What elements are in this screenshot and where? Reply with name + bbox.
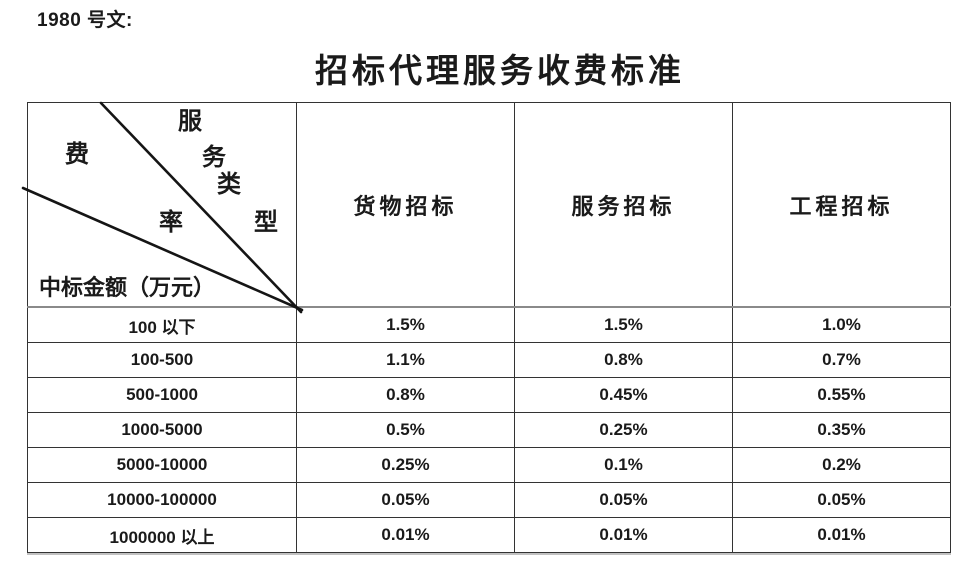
table-row: 500-1000 0.8% 0.45% 0.55% [27, 377, 951, 413]
rate-cell-engineering: 1.0% [732, 306, 951, 343]
rate-cell-services: 1.5% [514, 306, 733, 343]
amount-range-cell: 5000-10000 [27, 447, 297, 483]
fee-table-body: 100 以下 1.5% 1.5% 1.0% 100-500 1.1% 0.8% 0.7% 500… [27, 306, 951, 553]
amount-range-cell: 100-500 [27, 342, 297, 378]
table-row: 10000-100000 0.05% 0.05% 0.05% [27, 482, 951, 518]
amount-range-cell: 100 以下 [27, 306, 297, 343]
rate-cell-services: 0.45% [514, 377, 733, 413]
page-title: 招标代理服务收费标准 [315, 54, 685, 90]
amount-range-cell: 1000-5000 [27, 412, 297, 448]
amount-range-cell: 1000000 以上 [27, 517, 297, 553]
amount-range-cell: 500-1000 [27, 377, 297, 413]
corner-amount-label: 中标金额（万元） [39, 275, 216, 300]
rate-cell-engineering: 0.35% [732, 412, 951, 448]
corner-char-lv: 率 [159, 210, 183, 236]
rate-cell-engineering: 0.55% [732, 377, 951, 413]
corner-char-xing: 型 [254, 210, 278, 236]
doc-number-label: 1980 号文: [37, 10, 133, 31]
rate-cell-services: 0.8% [514, 342, 733, 378]
rate-cell-engineering: 0.7% [732, 342, 951, 378]
corner-char-fu: 服 [178, 109, 202, 135]
header-row: 服 务 类 型 费 率 中标金额（万元） 货物招标 服务招标 工程招标 [21, 101, 951, 314]
rate-cell-engineering: 0.05% [732, 482, 951, 518]
rate-cell-goods: 1.1% [296, 342, 515, 378]
diagonal-line-upper [99, 101, 303, 314]
rate-cell-goods: 0.25% [296, 447, 515, 483]
diagonal-divider-lines [21, 101, 304, 314]
column-header-services: 服务招标 [514, 102, 733, 308]
diagonal-line-lower [21, 186, 304, 312]
fee-table: 服 务 类 型 费 率 中标金额（万元） 货物招标 服务招标 工程招标 100 … [21, 101, 951, 553]
amount-range-cell: 10000-100000 [27, 482, 297, 518]
corner-char-fei: 费 [65, 142, 89, 168]
rate-cell-goods: 1.5% [296, 306, 515, 343]
rate-cell-services: 0.25% [514, 412, 733, 448]
rate-cell-engineering: 0.01% [732, 517, 951, 553]
corner-char-lei: 类 [217, 172, 241, 198]
rate-cell-goods: 0.8% [296, 377, 515, 413]
table-row: 100 以下 1.5% 1.5% 1.0% [27, 306, 951, 343]
column-header-goods: 货物招标 [296, 102, 515, 308]
rate-cell-engineering: 0.2% [732, 447, 951, 483]
table-row: 5000-10000 0.25% 0.1% 0.2% [27, 447, 951, 483]
rate-cell-goods: 0.05% [296, 482, 515, 518]
table-row: 100-500 1.1% 0.8% 0.7% [27, 342, 951, 378]
rate-cell-goods: 0.5% [296, 412, 515, 448]
column-header-engineering: 工程招标 [732, 102, 951, 308]
rate-cell-goods: 0.01% [296, 517, 515, 553]
rate-cell-services: 0.1% [514, 447, 733, 483]
table-row: 1000000 以上 0.01% 0.01% 0.01% [27, 517, 951, 553]
rate-cell-services: 0.01% [514, 517, 733, 553]
corner-char-wu: 务 [202, 145, 226, 171]
table-row: 1000-5000 0.5% 0.25% 0.35% [27, 412, 951, 448]
rate-cell-services: 0.05% [514, 482, 733, 518]
corner-cell: 服 务 类 型 费 率 中标金额（万元） [21, 101, 304, 314]
